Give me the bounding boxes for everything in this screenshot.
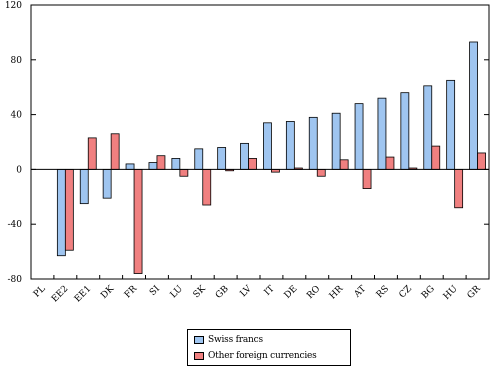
bar-swiss-francs-hr	[331, 112, 341, 170]
bar-swiss-francs-sk	[194, 148, 204, 170]
y-tick-label: 80	[11, 56, 23, 66]
bar-other-currencies-fr	[133, 168, 143, 274]
legend-label-other-foreign-currencies: Other foreign currencies	[208, 351, 317, 361]
bar-swiss-francs-si	[148, 162, 158, 170]
x-tick-label-dk: DK	[99, 284, 116, 301]
legend-swatch-other-foreign-currencies	[194, 352, 204, 360]
y-tick-label: 120	[5, 1, 22, 11]
plot-frame	[30, 4, 490, 280]
bar-other-currencies-lv	[248, 158, 257, 170]
y-tick-label: -80	[8, 275, 23, 285]
x-tick-label-gb: GB	[214, 284, 231, 301]
legend-item-swiss-francs: Swiss francs	[194, 333, 263, 347]
x-tick-label-ro: RO	[305, 284, 322, 301]
bar-swiss-francs-cz	[400, 92, 410, 170]
bar-other-currencies-lu	[179, 168, 189, 177]
bar-swiss-francs-lv	[240, 142, 249, 170]
x-tick-label-ee1: EE1	[73, 284, 93, 304]
x-tick-label-it: IT	[263, 284, 277, 298]
bar-other-currencies-ro	[316, 168, 326, 177]
bar-swiss-francs-ee1	[79, 168, 89, 205]
bars-layer	[56, 41, 486, 274]
bar-swiss-francs-rs	[377, 97, 387, 170]
x-tick-label-gr: GR	[466, 284, 483, 301]
bar-swiss-francs-it	[263, 122, 272, 170]
bar-swiss-francs-hu	[446, 79, 456, 170]
bar-other-currencies-hu	[454, 168, 464, 209]
bar-swiss-francs-at	[354, 103, 364, 170]
legend-item-other-foreign-currencies: Other foreign currencies	[194, 349, 317, 363]
x-tick-label-pl: PL	[32, 284, 48, 300]
x-tick-label-cz: CZ	[398, 284, 414, 300]
bar-other-currencies-rs	[385, 156, 395, 170]
bar-swiss-francs-lu	[171, 158, 181, 170]
bar-swiss-francs-fr	[125, 163, 135, 170]
y-tick-label: -40	[8, 220, 23, 230]
bar-other-currencies-ee1	[87, 137, 97, 170]
bar-other-currencies-bg	[431, 145, 441, 170]
bar-swiss-francs-de	[285, 121, 295, 170]
bar-other-currencies-gr	[477, 152, 486, 170]
x-tick-label-at: AT	[352, 284, 368, 300]
bar-other-currencies-dk	[110, 133, 120, 170]
legend-label-swiss-francs: Swiss francs	[208, 335, 263, 345]
y-tick-label: 40	[11, 111, 23, 121]
bar-swiss-francs-dk	[102, 168, 112, 199]
bar-swiss-francs-gb	[217, 147, 227, 170]
bar-swiss-francs-bg	[423, 85, 433, 170]
y-tick-label: 0	[16, 165, 22, 175]
x-tick-label-hr: HR	[328, 284, 346, 302]
x-tick-label-bg: BG	[420, 284, 437, 301]
bar-other-currencies-hr	[339, 159, 349, 170]
bar-swiss-francs-ro	[308, 116, 318, 170]
x-tick-label-lu: LU	[169, 284, 186, 301]
legend-swatch-swiss-francs	[194, 336, 204, 344]
y-axis: -80 -40 0 40 80 120	[5, 1, 489, 285]
bar-other-currencies-at	[362, 168, 372, 189]
x-tick-label-fr: FR	[123, 284, 139, 300]
bar-other-currencies-ee2	[64, 168, 74, 251]
bar-swiss-francs-ee2	[56, 168, 66, 257]
x-tick-label-lv: LV	[239, 284, 254, 299]
x-tick-label-de: DE	[283, 284, 300, 301]
x-tick-label-sk: SK	[192, 284, 208, 300]
bar-other-currencies-sk	[202, 168, 212, 206]
x-tick-label-si: SI	[148, 284, 162, 298]
bar-swiss-francs-gr	[469, 41, 478, 170]
legend: Swiss francs Other foreign currencies	[187, 329, 351, 366]
x-tick-label-ee2: EE2	[50, 284, 70, 304]
x-tick-label-hu: HU	[442, 284, 460, 302]
bar-other-currencies-si	[156, 155, 166, 170]
x-tick-label-rs: RS	[375, 284, 391, 300]
